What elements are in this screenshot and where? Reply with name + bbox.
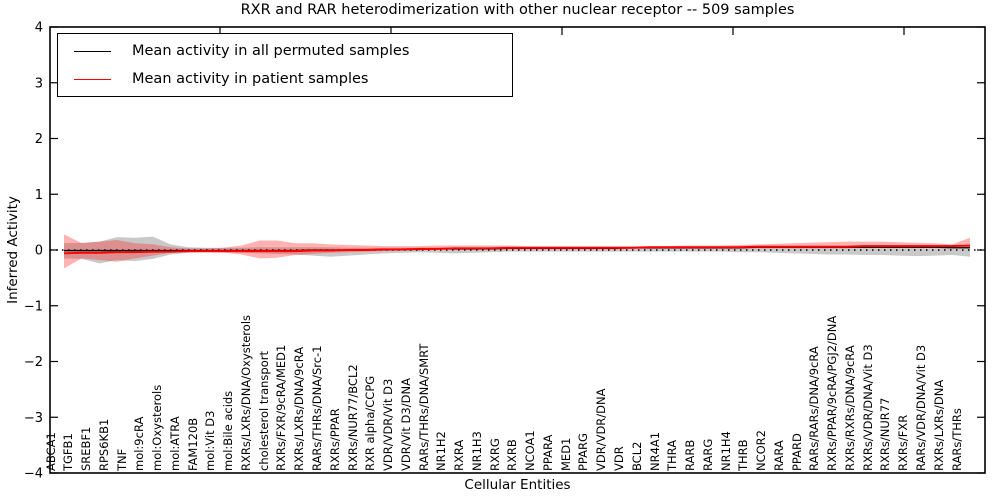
chart-title: RXR and RAR heterodimerization with othe… <box>240 2 795 18</box>
y-tick-value: −1 <box>24 299 43 314</box>
patient-line-sample-icon <box>74 78 111 80</box>
permuted-samples-range-band <box>64 236 971 264</box>
y-tick-value: −2 <box>24 355 43 370</box>
y-tick-value: −3 <box>24 411 43 426</box>
legend-label: Mean activity in patient samples <box>132 71 369 87</box>
legend-entry-permuted: Mean activity in all permuted samples <box>58 37 512 65</box>
permuted-line-sample-icon <box>74 50 111 52</box>
y-tick-value: 4 <box>35 21 43 36</box>
legend-entry-patient: Mean activity in patient samples <box>58 65 512 93</box>
y-tick-value: 3 <box>35 76 43 91</box>
x-axis-label: Cellular Entities <box>464 477 571 493</box>
legend: Mean activity in all permuted samples Me… <box>57 33 513 97</box>
y-tick-value: 1 <box>35 188 43 203</box>
y-tick-value: −4 <box>24 467 43 482</box>
y-tick-value: 2 <box>35 132 43 147</box>
legend-label: Mean activity in all permuted samples <box>132 43 410 59</box>
y-axis-label: Inferred Activity <box>5 196 21 304</box>
patient-samples-range-band <box>64 234 971 269</box>
y-tick-value: 0 <box>35 244 43 259</box>
patient-mean-line <box>63 244 971 255</box>
